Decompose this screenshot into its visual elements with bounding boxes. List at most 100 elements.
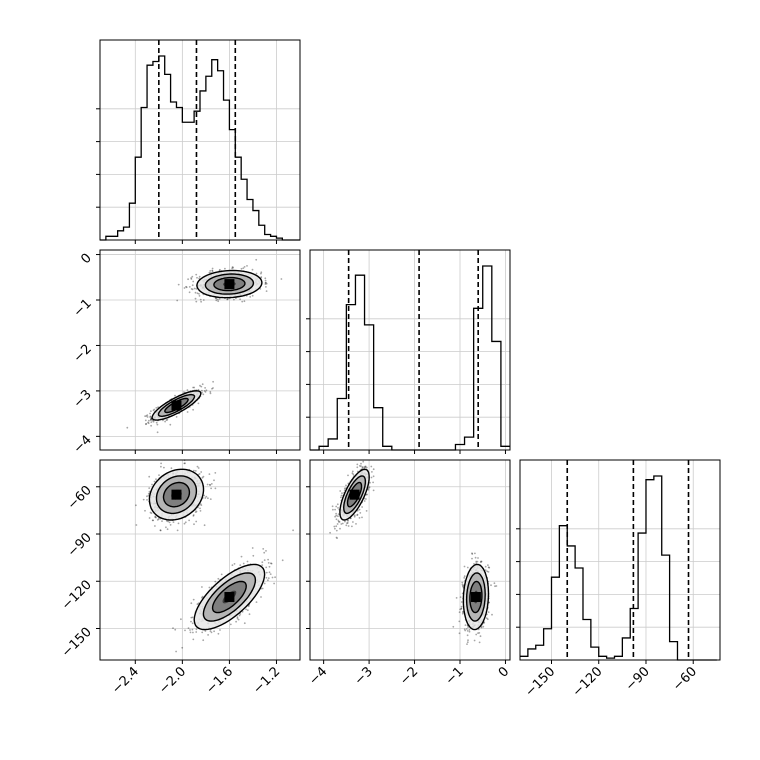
sample-point (351, 472, 354, 475)
sample-point (491, 613, 493, 616)
sample-point (494, 585, 496, 588)
sample-point (265, 290, 268, 292)
sample-point (269, 573, 272, 575)
sample-point (144, 415, 147, 417)
y-tick-label: 0 (78, 251, 94, 267)
sample-point (183, 462, 186, 465)
sample-point (461, 583, 464, 586)
sample-point (265, 282, 268, 285)
sample-point (203, 494, 206, 497)
sample-point (213, 630, 216, 633)
sample-point (336, 503, 339, 506)
sample-point (260, 272, 262, 275)
sample-point (202, 639, 205, 642)
sample-point (210, 631, 213, 634)
sample-point (164, 420, 167, 423)
sample-point (466, 630, 469, 632)
sample-point (495, 585, 498, 587)
sample-point (270, 562, 273, 565)
sample-point (240, 555, 243, 558)
sample-point (201, 476, 204, 479)
sample-point (200, 385, 203, 388)
y-tick-label: −90 (65, 530, 95, 560)
sample-point (292, 529, 294, 532)
sample-point (217, 577, 220, 580)
sample-point (209, 391, 212, 393)
sample-point (264, 282, 267, 284)
sample-point (337, 507, 339, 509)
sample-point (265, 571, 268, 574)
density-contours (148, 269, 490, 631)
sample-point (212, 380, 215, 383)
x-tick-label: −2 (397, 664, 421, 688)
sample-point (150, 410, 152, 412)
sample-point (493, 582, 496, 585)
sample-point (190, 620, 192, 623)
sample-point (335, 518, 338, 521)
sample-point (260, 271, 263, 274)
sample-point (176, 299, 179, 302)
density-peak (171, 400, 182, 411)
sample-point (487, 571, 490, 573)
sample-point (194, 511, 197, 513)
sample-point (334, 515, 336, 518)
sample-point (372, 468, 375, 471)
sample-point (197, 402, 200, 405)
sample-point (160, 465, 162, 468)
sample-point (261, 587, 264, 590)
sample-point (186, 411, 189, 413)
sample-point (336, 537, 338, 539)
sample-point (220, 573, 223, 576)
sample-point (241, 610, 244, 613)
sample-point (159, 529, 162, 532)
sample-point (195, 288, 198, 290)
sample-point (240, 267, 243, 270)
contour-line (193, 563, 266, 631)
sample-point (265, 550, 267, 552)
sample-point (473, 563, 475, 565)
sample-point (208, 473, 211, 475)
sample-point (329, 531, 331, 534)
sample-point (193, 287, 196, 290)
sample-point (152, 409, 155, 412)
sample-point (199, 503, 202, 505)
sample-point (458, 611, 461, 614)
sample-point (360, 465, 362, 468)
sample-point (198, 275, 201, 278)
sample-point (341, 522, 344, 525)
sample-point (339, 527, 341, 530)
sample-point (156, 519, 159, 521)
sample-point (148, 490, 151, 493)
sample-point (477, 557, 479, 559)
sample-point (340, 496, 342, 499)
sample-point (471, 557, 473, 560)
sample-point (126, 426, 129, 429)
sample-point (242, 267, 245, 269)
sample-point (155, 407, 158, 409)
sample-point (146, 414, 149, 416)
gridlines (100, 40, 720, 660)
sample-point (268, 565, 271, 568)
sample-point (199, 384, 201, 387)
sample-point (204, 387, 207, 389)
sample-point (479, 635, 482, 638)
sample-point (195, 631, 198, 633)
sample-point (151, 483, 153, 486)
sample-point (203, 524, 206, 527)
sample-point (480, 560, 483, 563)
contour-line (213, 276, 246, 292)
sample-point (255, 601, 258, 603)
sample-point (200, 504, 203, 506)
sample-point (461, 584, 464, 587)
sample-point (462, 585, 465, 588)
sample-point (352, 521, 354, 523)
sample-point (145, 422, 148, 425)
sample-point (155, 478, 157, 481)
sample-point (464, 624, 467, 626)
sample-point (149, 511, 152, 514)
sample-point (458, 632, 461, 635)
sample-point (184, 462, 186, 465)
sample-point (246, 609, 249, 612)
sample-point (459, 608, 461, 611)
sample-point (346, 522, 349, 524)
